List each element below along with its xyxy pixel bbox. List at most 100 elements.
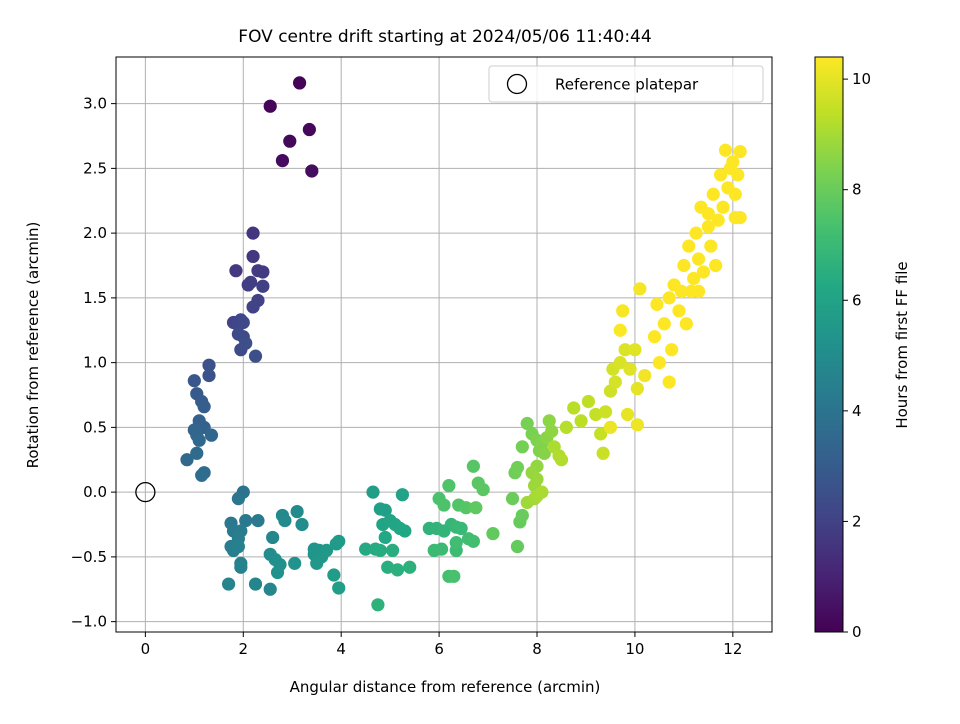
data-point <box>327 568 341 582</box>
data-point <box>618 343 632 357</box>
data-point <box>733 210 747 225</box>
data-point <box>385 543 400 558</box>
colorbar-tick-label: 6 <box>852 291 862 309</box>
plot-frame <box>115 56 773 633</box>
data-point <box>672 304 686 318</box>
colorbar-tick-label: 0 <box>852 623 862 641</box>
legend: Reference platepar <box>488 65 764 103</box>
y-tick-label: −0.5 <box>71 548 107 566</box>
y-tick-label: 2.0 <box>83 224 107 242</box>
data-point <box>679 317 693 331</box>
data-point <box>229 264 243 278</box>
legend-label: Reference platepar <box>555 76 699 94</box>
data-point <box>691 252 706 266</box>
data-point <box>248 577 263 591</box>
data-point <box>608 375 622 389</box>
data-point <box>190 446 204 460</box>
reference-platepar-marker <box>135 481 156 503</box>
colorbar-ticks: 0 2 4 6 8 10 <box>843 70 871 641</box>
data-point <box>559 420 573 434</box>
data-point <box>542 414 556 428</box>
data-point <box>596 446 610 460</box>
data-point <box>449 536 463 550</box>
data-point <box>613 356 627 370</box>
data-point <box>239 514 253 528</box>
data-point <box>263 99 277 113</box>
data-point <box>677 258 691 273</box>
data-point <box>256 265 270 279</box>
y-tick-label: 0.5 <box>83 418 107 436</box>
data-point <box>266 530 280 545</box>
data-point <box>278 514 292 528</box>
x-tick-label: 10 <box>625 640 644 658</box>
data-point <box>246 226 260 240</box>
data-point <box>239 336 253 350</box>
data-point <box>701 207 715 221</box>
colorbar-tick-label: 8 <box>852 181 862 199</box>
data-point <box>319 543 334 558</box>
data-point <box>195 468 209 482</box>
data-point <box>359 542 373 556</box>
x-tick-label: 4 <box>336 640 346 658</box>
data-point <box>711 213 725 227</box>
data-point <box>726 155 740 169</box>
y-axis-label: Rotation from reference (arcmin) <box>24 222 42 469</box>
data-point <box>310 556 324 570</box>
data-point <box>244 275 258 289</box>
chart-title: FOV centre drift starting at 2024/05/06 … <box>238 27 651 47</box>
data-point <box>469 501 483 515</box>
legend-reference-marker <box>506 73 528 95</box>
data-point <box>466 459 480 473</box>
data-point <box>398 524 412 538</box>
colorbar-label: Hours from first FF file <box>893 261 911 428</box>
data-point <box>674 284 689 299</box>
colorbar <box>814 56 844 633</box>
data-point <box>251 514 265 528</box>
data-point <box>373 543 387 558</box>
data-point <box>283 134 297 148</box>
data-point <box>706 187 720 201</box>
data-point <box>709 258 723 273</box>
data-point <box>305 164 319 178</box>
data-point <box>302 122 316 137</box>
data-point <box>537 446 551 460</box>
data-point <box>728 187 742 201</box>
data-point <box>275 154 290 168</box>
data-point <box>613 323 627 337</box>
data-point <box>731 168 745 182</box>
data-point <box>202 358 216 372</box>
data-point <box>701 220 715 234</box>
x-tick-label: 0 <box>141 640 151 658</box>
y-tick-label: −1.0 <box>71 613 107 631</box>
data-point <box>202 368 216 383</box>
data-point <box>390 563 405 577</box>
data-point <box>567 401 581 415</box>
colorbar-tick-label: 2 <box>852 512 862 530</box>
x-tick-label: 8 <box>532 640 542 658</box>
data-point <box>332 534 346 548</box>
data-point <box>234 560 248 574</box>
data-point <box>221 577 236 591</box>
data-point <box>442 479 456 493</box>
data-point <box>466 534 480 548</box>
data-point <box>290 504 304 519</box>
data-point <box>231 492 245 506</box>
data-point <box>630 381 644 396</box>
data-point <box>638 368 652 383</box>
x-axis-label: Angular distance from reference (arcmin) <box>290 678 601 696</box>
data-point <box>598 405 613 419</box>
y-tick-label: 2.5 <box>83 159 107 177</box>
data-point <box>616 304 630 318</box>
data-point <box>454 521 468 535</box>
data-point <box>515 440 529 454</box>
data-point <box>270 565 285 580</box>
colorbar-tick-label: 10 <box>852 70 871 88</box>
y-tick-label: 3.0 <box>83 95 107 113</box>
data-point <box>371 598 385 612</box>
data-point <box>515 508 529 523</box>
data-point <box>378 530 392 545</box>
data-point <box>718 143 733 157</box>
x-tick-label: 12 <box>723 640 742 658</box>
data-point <box>510 460 525 475</box>
